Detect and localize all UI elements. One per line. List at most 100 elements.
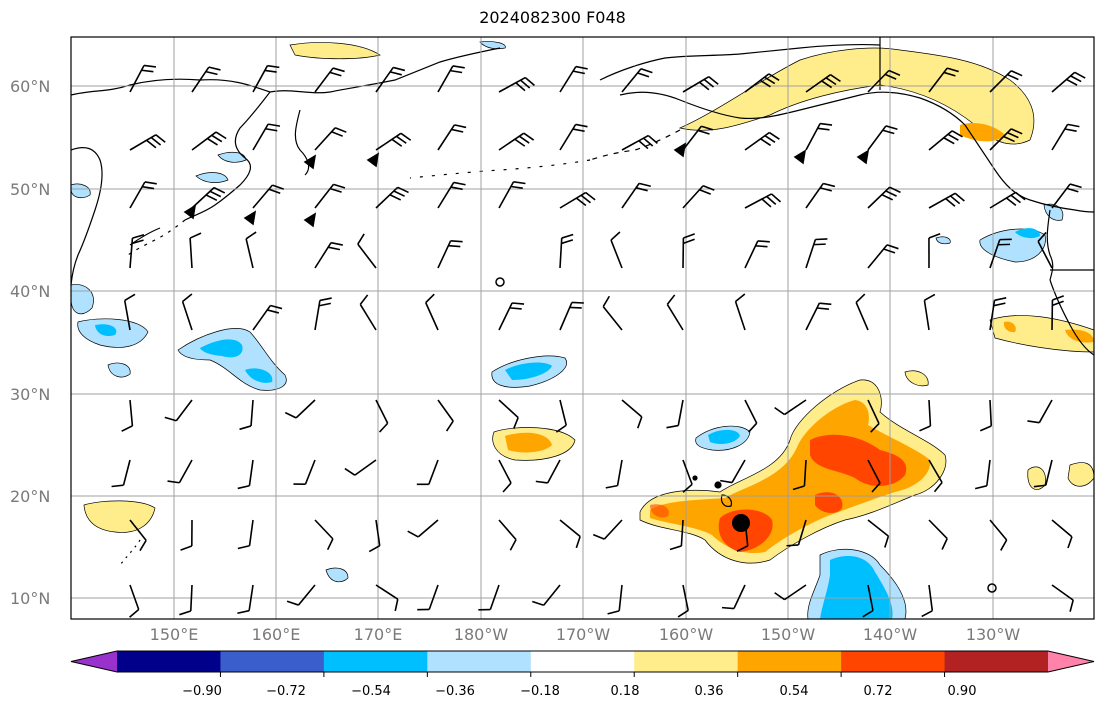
wind-barb-flag [735,293,746,303]
wind-barb-flag [720,479,733,484]
wind-barb-flag [131,239,144,245]
wind-barb-flag [265,127,278,132]
wind-barb-flag [640,68,653,74]
wind-barb-flag [636,416,643,429]
wind-barb [304,459,316,485]
wind-barb-flag [886,244,899,250]
wind-barb [734,301,746,331]
wind-barb-flag [699,188,711,195]
wind-barb-flag [871,482,881,493]
wind-barb-flag [451,128,464,133]
wind-barb-flag [143,64,157,68]
colorbar-tick-label: 0.90 [947,684,977,699]
wind-barb-flag [682,483,693,493]
wind-barb-flag [144,181,157,185]
wind-barb-flag [721,606,735,610]
wind-barb-flag [182,293,193,303]
wind-barb-flag [132,234,145,239]
wind-barb-flag [823,182,836,188]
wind-barb-flag [951,130,963,138]
wind-barb-flag [397,186,409,194]
wind-barb-flag [1069,183,1082,189]
wind-barb-flag [949,195,961,205]
wind-barb-flag [699,81,710,91]
wind-barb-flag [532,600,544,607]
wind-barb [610,239,623,269]
wind-barb-flag [1015,191,1026,201]
colorbar-segment [530,651,635,672]
wind-barb-flag [518,135,530,144]
wind-barb [928,519,948,540]
wind-barb-flag [179,610,192,616]
wind-barb-flag [635,187,648,192]
wind-barb-flag [819,302,832,306]
wind-barb-flag [326,538,334,551]
wind-barb-flag [512,417,519,430]
wind-barb-flag [882,129,895,135]
wind-barb [250,399,254,426]
wind-barb-flag [919,425,931,432]
wind-barb-flag [768,131,780,140]
wind-barb-flag [445,420,454,432]
wind-barb [989,399,993,427]
wind-barb-flag [774,592,785,601]
wind-barb-flag [245,231,257,240]
wind-barb-flag [979,425,992,432]
wind-barb [297,584,316,606]
wind-barbs [111,64,1086,618]
wind-barb-pennant [793,149,807,165]
wind-barb-flag [816,307,829,310]
wind-barb-flag [943,71,956,77]
wind-barb-flag [389,71,402,76]
wind-barb-flag [208,66,221,71]
wind-barb-flag [817,127,830,131]
wind-barb-flag [215,131,227,140]
wind-barb-flag [701,125,714,131]
wind-barb-flag [666,294,676,305]
wind-barb-flag [180,545,193,551]
wind-barb-flag [921,610,933,618]
wind-barb [248,584,254,611]
wind-barb-flag [454,124,467,129]
wind-barb [559,399,568,426]
colorbar-tick-label: −0.18 [520,684,560,699]
wind-barb-flag [284,411,297,419]
wind-barb-flag [1010,128,1023,135]
wind-barb-flag [425,293,435,304]
wind-barb [123,300,131,331]
wind-barb-flag [535,480,548,484]
wind-barb-flag [669,545,682,551]
anomaly-shading [70,41,1095,620]
wind-barb-flag [391,138,403,147]
wind-barb-flag [332,67,345,73]
colorbar-extend-min [71,651,117,672]
wind-barb-flag [766,195,777,205]
wind-barb [189,584,193,612]
wind-barb-flag [830,73,841,83]
wind-barb-flag [943,137,955,145]
wind-barb [867,584,874,611]
wind-barb-flag [357,233,365,245]
wind-barb-flag [1066,187,1079,193]
wind-barb [424,302,439,331]
colorbar-segment [737,651,842,672]
wind-barb-flag [328,246,341,251]
wind-barb [178,459,193,484]
wind-barb-flag [1069,599,1074,612]
wind-barb [122,459,131,486]
wind-barb-flag [142,185,155,190]
wind-barb-flag [825,77,837,86]
colorbar-segment [944,651,1049,672]
wind-barb-flag [1037,231,1047,242]
wind-barb-flag [881,193,894,201]
wind-barb-pennant [856,149,870,165]
wind-barb [375,519,381,546]
wind-barb [375,399,389,424]
wind-barb-flag [683,233,695,239]
wind-barb-flag [512,302,525,305]
wind-barb-flag [602,295,611,307]
wind-barb-flag [111,484,124,488]
colorbar-segment [841,651,946,672]
graticule [71,37,1094,619]
wind-barb-flag [889,186,901,194]
